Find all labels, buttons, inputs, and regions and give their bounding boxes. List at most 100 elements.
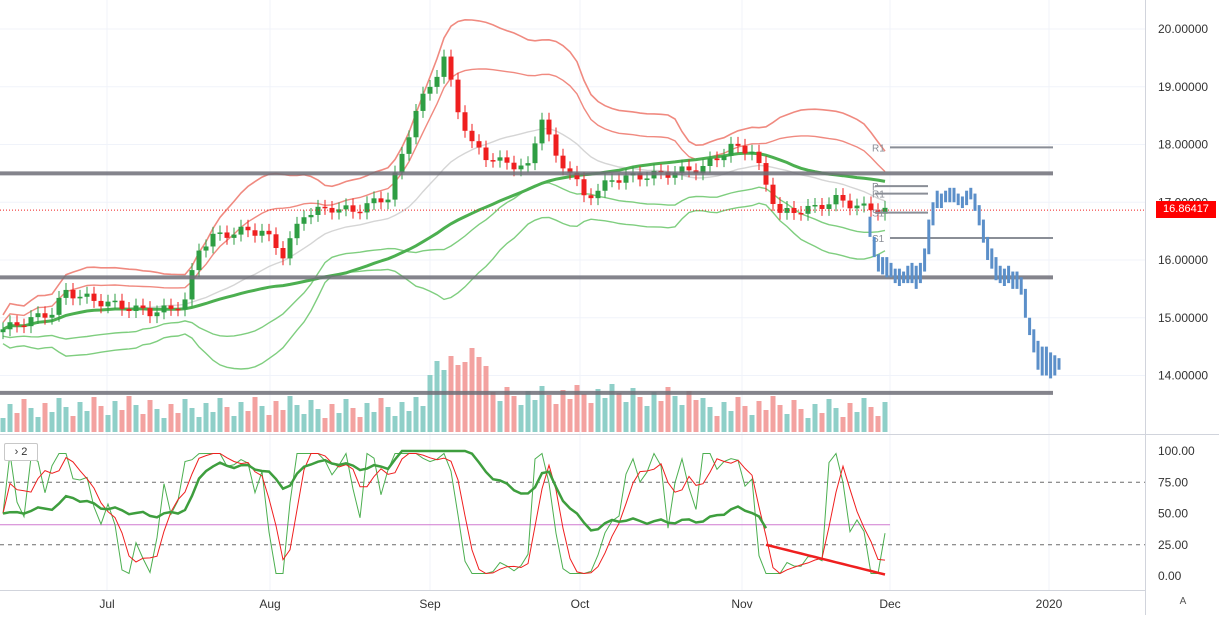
candle-body: [77, 296, 83, 299]
volume-bar: [791, 400, 797, 432]
candle-body: [455, 79, 461, 113]
candle-body: [308, 214, 314, 218]
projection-bar: [914, 265, 918, 289]
projection-bar: [910, 262, 914, 284]
candle-body: [385, 199, 391, 203]
volume-bar: [455, 365, 461, 432]
volume-bar: [560, 390, 566, 432]
volume-bar: [490, 392, 496, 432]
auto-scale-button[interactable]: A: [1179, 596, 1187, 607]
volume-bar: [469, 348, 475, 432]
chevron-right-icon: ›: [14, 446, 19, 458]
oscillator-slow-line: [2, 453, 886, 575]
volume-bar: [42, 403, 48, 432]
volume-bar: [546, 395, 552, 432]
volume-bar: [105, 415, 111, 432]
volume-bar: [798, 409, 804, 432]
candle-body: [609, 180, 615, 182]
time-tick-label: 2020: [1036, 597, 1063, 611]
volume-bar: [7, 404, 13, 432]
projection-bar: [952, 187, 956, 203]
volume-bar: [511, 396, 517, 432]
volume-bar: [259, 406, 265, 432]
volume-bar: [35, 417, 41, 432]
pivot-label: S1: [872, 209, 885, 220]
volume-bar: [595, 389, 601, 432]
projection-bar: [986, 236, 990, 260]
candle-body: [0, 329, 6, 333]
projection-bar: [1032, 329, 1036, 353]
volume-bar: [658, 401, 664, 432]
candle-body: [483, 147, 489, 161]
volume-bar: [98, 406, 104, 432]
candle-body: [336, 209, 342, 213]
oscillator-tick-label: 50.00: [1158, 507, 1188, 521]
candle-body: [588, 195, 594, 199]
volume-bar: [56, 398, 62, 432]
projection-bar: [923, 248, 927, 272]
candle-body: [616, 180, 622, 183]
oscillator-pane: [0, 449, 1145, 576]
projection-bar: [906, 265, 910, 284]
volume-bar: [294, 405, 300, 432]
time-tick-label: Sep: [419, 597, 441, 611]
candle-body: [119, 300, 125, 309]
candle-body: [420, 93, 426, 111]
volume-bar: [315, 409, 321, 432]
volume-bar: [532, 400, 538, 432]
pivot-label: P: [872, 182, 879, 193]
volume-bar: [371, 412, 377, 432]
volume-bar: [217, 398, 223, 432]
volume-bar: [609, 384, 615, 432]
candle-body: [511, 162, 517, 170]
volume-bar: [343, 399, 349, 432]
candle-body: [490, 160, 496, 162]
candle-body: [252, 230, 258, 236]
projection-bar: [1028, 317, 1032, 336]
projection-bar: [868, 216, 872, 237]
candles: [0, 49, 888, 340]
candle-body: [700, 165, 706, 174]
candle-body: [861, 203, 867, 206]
oscillator-tick-label: 100.00: [1158, 444, 1195, 458]
candle-body: [231, 234, 237, 238]
volume-bar: [49, 412, 55, 432]
candle-body: [49, 314, 55, 318]
candle-body: [448, 56, 454, 80]
candle-body: [735, 143, 741, 146]
volume-bar: [322, 418, 328, 432]
candle-body: [497, 157, 503, 161]
candle-body: [266, 230, 272, 235]
volume-bar: [875, 416, 881, 432]
time-tick-label: Oct: [571, 597, 590, 611]
candle-body: [707, 158, 713, 166]
projection-bar: [1053, 355, 1057, 376]
volume-bar: [882, 402, 888, 432]
projection-bar: [1057, 358, 1061, 370]
volume-bar: [434, 361, 440, 432]
projection-bar: [1036, 340, 1040, 370]
volume-bar: [203, 403, 209, 432]
candle-body: [672, 172, 678, 178]
candle-body: [791, 207, 797, 213]
volume-bar: [147, 400, 153, 432]
candle-body: [441, 56, 447, 77]
volume-bar: [70, 416, 76, 432]
oscillator-tick-label: 0.00: [1158, 569, 1182, 583]
candle-body: [42, 313, 48, 318]
projection-bar: [897, 268, 901, 286]
candle-body: [147, 308, 153, 317]
volume-bar: [210, 412, 216, 432]
volume-bar: [567, 399, 573, 432]
volume-bar: [749, 415, 755, 432]
oscillator-collapse-badge[interactable]: › 2: [4, 443, 38, 461]
candle-body: [98, 300, 104, 307]
volume-bar: [301, 414, 307, 432]
time-tick-label: Nov: [731, 597, 752, 611]
candle-body: [525, 163, 531, 166]
volume-bar: [231, 416, 237, 432]
volume-bar: [238, 402, 244, 432]
volume-bar: [504, 387, 510, 432]
